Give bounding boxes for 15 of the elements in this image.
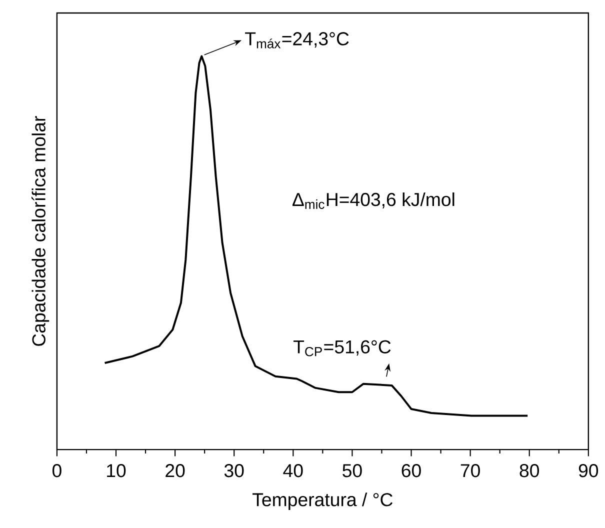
x-tick-label: 20	[166, 464, 185, 477]
x-tick-label: 60	[402, 464, 421, 477]
x-tick-label: 50	[342, 464, 362, 477]
x-tick-label: 10	[107, 464, 126, 477]
x-tick-label: 90	[578, 464, 598, 477]
x-tick-label: 70	[460, 464, 480, 477]
x-tick-label: 80	[520, 464, 540, 477]
x-tick-label: 30	[224, 464, 244, 477]
annotation: T$_{CP}$=51,6°C	[294, 340, 391, 356]
annotation: Δ$_{mic}$H=403,6 kJ/mol	[292, 192, 454, 209]
x-axis-title: Temperatura / °C	[252, 492, 393, 510]
annotation: T$_{máx}$=24,3°C	[245, 32, 349, 48]
x-tick-label: 0	[52, 464, 62, 477]
x-tick-label: 40	[283, 464, 303, 477]
y-axis-title: Capacidade calorífica molar	[32, 116, 50, 346]
